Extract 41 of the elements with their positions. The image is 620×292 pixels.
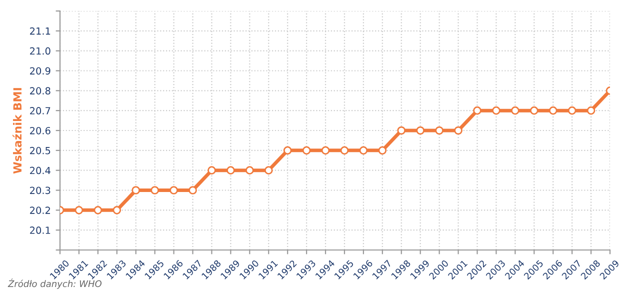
- point: [586, 106, 596, 115]
- y-tick-label: 20.7: [30, 107, 50, 114]
- y-tick-label: 20.6: [30, 126, 50, 134]
- point: [245, 166, 254, 174]
- point: [170, 186, 178, 194]
- point: [530, 106, 538, 115]
- point: [378, 146, 387, 155]
- point: [416, 126, 425, 135]
- point: [302, 146, 311, 155]
- point: [283, 146, 292, 155]
- point: [454, 126, 462, 135]
- point: [511, 106, 520, 115]
- point: [132, 186, 140, 194]
- point: [397, 126, 406, 135]
- point: [150, 186, 159, 194]
- y-tick-label: 20.2: [30, 206, 50, 214]
- y-tick-label: 20.8: [30, 87, 50, 94]
- point: [568, 106, 576, 115]
- y-tick-label: 20.3: [30, 186, 50, 194]
- point: [340, 146, 349, 155]
- point: [264, 166, 273, 174]
- text: Źródło danych: WHO: [8, 278, 102, 289]
- y-tick-label: 20.4: [30, 166, 50, 174]
- point: [94, 206, 102, 214]
- y-tick-label: 20.1: [30, 226, 50, 234]
- point: [112, 206, 122, 214]
- y-axis-title: Wskaźnik BMI: [12, 88, 22, 174]
- point: [359, 146, 368, 155]
- point: [492, 106, 500, 115]
- point: [321, 146, 330, 155]
- point: [226, 166, 235, 174]
- point: [74, 206, 84, 214]
- y-tick-label: 21.0: [30, 47, 50, 55]
- y-tick-label: 20.9: [30, 67, 50, 75]
- point: [548, 106, 558, 115]
- point: [473, 106, 482, 115]
- y-tick-label: 21.1: [30, 27, 50, 35]
- point: [435, 126, 444, 135]
- point: [208, 166, 216, 174]
- point: [188, 186, 197, 194]
- y-tick-label: 20.5: [30, 146, 50, 154]
